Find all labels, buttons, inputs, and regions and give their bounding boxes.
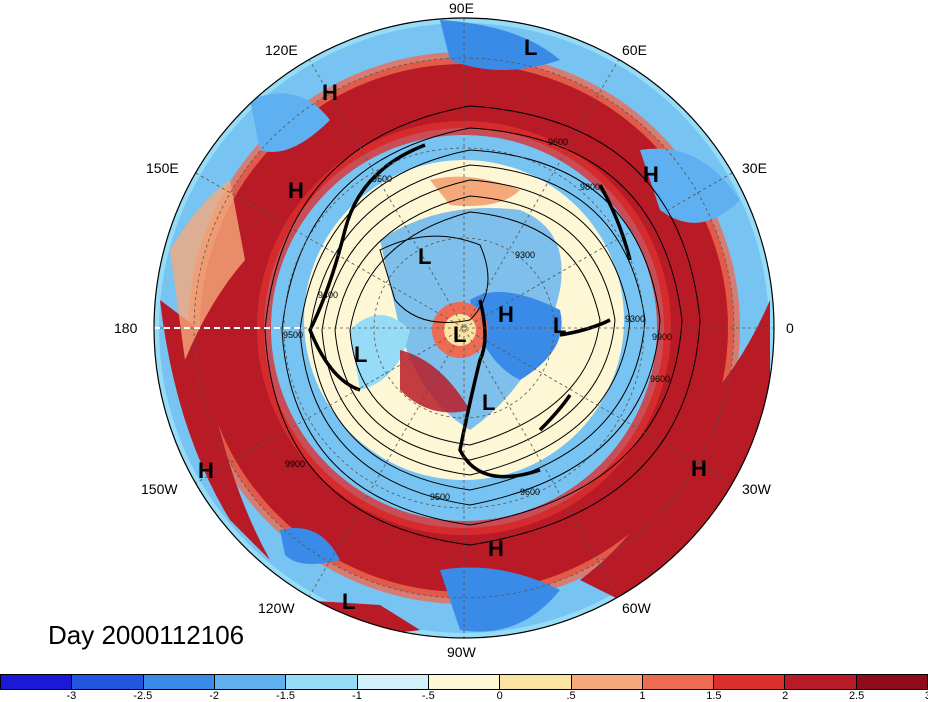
colorbar-swatch	[500, 675, 572, 689]
pressure-center-low: L	[354, 342, 367, 367]
day-label: Day 2000112106	[48, 620, 245, 650]
pressure-center-low: L	[524, 35, 537, 60]
contour-label: 9600	[650, 374, 670, 384]
lon-label-90w: 90W	[447, 644, 476, 660]
colorbar-swatch	[642, 675, 715, 689]
colorbar-swatch	[214, 675, 287, 689]
pressure-center-low: L	[453, 322, 466, 347]
lon-label-180: 180	[114, 320, 138, 336]
colorbar-tick-label: -3	[66, 690, 77, 702]
lon-label-60w: 60W	[622, 600, 651, 616]
lon-label-150w: 150W	[141, 481, 178, 497]
contour-label: 9600	[520, 487, 540, 497]
contour-label: 9600	[548, 137, 568, 147]
colorbar-tick-label: 3	[925, 690, 928, 702]
colorbar-tick-label: 1	[639, 690, 646, 702]
lon-label-0: 0	[786, 320, 794, 336]
colorbar-tick-label: 2	[782, 690, 789, 702]
pressure-center-high: H	[498, 302, 514, 327]
colorbar-swatch	[571, 675, 643, 689]
pressure-center-high: H	[691, 456, 707, 481]
colorbar-tick-label: -.5	[421, 690, 435, 702]
pressure-center-low: L	[342, 589, 355, 614]
colorbar-tick-label: -1.5	[276, 690, 296, 702]
colorbar-tick-label: -2	[209, 690, 220, 702]
colorbar-tick-label: 1.5	[706, 690, 722, 702]
contour-label: 9300	[625, 314, 645, 324]
colorbar-swatch	[286, 675, 358, 689]
lon-label-120w: 120W	[258, 600, 295, 616]
contour-label: 9500	[283, 330, 303, 340]
contour-label: 9900	[652, 332, 672, 342]
colorbar-swatch	[143, 675, 215, 689]
contour-label: 9500	[430, 492, 450, 502]
colorbar-swatch	[785, 675, 857, 689]
colorbar-swatch	[72, 675, 144, 689]
colorbar-tick-label: 0	[496, 690, 503, 702]
pressure-center-high: H	[288, 178, 304, 203]
pressure-center-high: H	[643, 162, 659, 187]
pressure-center-high: H	[488, 536, 504, 561]
colorbar-tick-label: -1	[352, 690, 362, 702]
pressure-center-high: H	[198, 458, 214, 483]
height-contours	[264, 105, 701, 546]
contour-label: 9500	[372, 174, 392, 184]
lon-label-150e: 150E	[146, 160, 179, 176]
lon-label-30w: 30W	[742, 481, 771, 497]
contour-label: 9900	[285, 459, 305, 469]
lon-label-90e: 90E	[449, 0, 474, 16]
pressure-center-low: L	[418, 244, 431, 269]
lon-label-60e: 60E	[622, 42, 647, 58]
colorbar-swatch	[856, 675, 928, 689]
colorbar	[0, 674, 928, 690]
polar-map: 9600 9500 9400 9300 9900 9600 9500 9300 …	[153, 17, 775, 639]
map-boundary	[153, 17, 775, 639]
colorbar-swatch	[357, 675, 429, 689]
contour-label: 9400	[318, 290, 338, 300]
colorbar-swatch	[1, 675, 73, 689]
pressure-center-high: H	[322, 80, 338, 105]
pressure-center-low: L	[482, 390, 495, 415]
contour-label: 9800	[580, 182, 600, 192]
colorbar-tick-label: .5	[566, 690, 576, 702]
pressure-center-low: L	[553, 313, 566, 338]
lon-label-30e: 30E	[742, 160, 767, 176]
colorbar-tick-label: -2.5	[133, 690, 153, 702]
colorbar-swatch	[714, 675, 786, 689]
colorbar-swatch	[428, 675, 501, 689]
contour-label: 9300	[515, 250, 535, 260]
lon-label-120e: 120E	[265, 42, 298, 58]
colorbar-tick-label: 2.5	[848, 690, 865, 702]
